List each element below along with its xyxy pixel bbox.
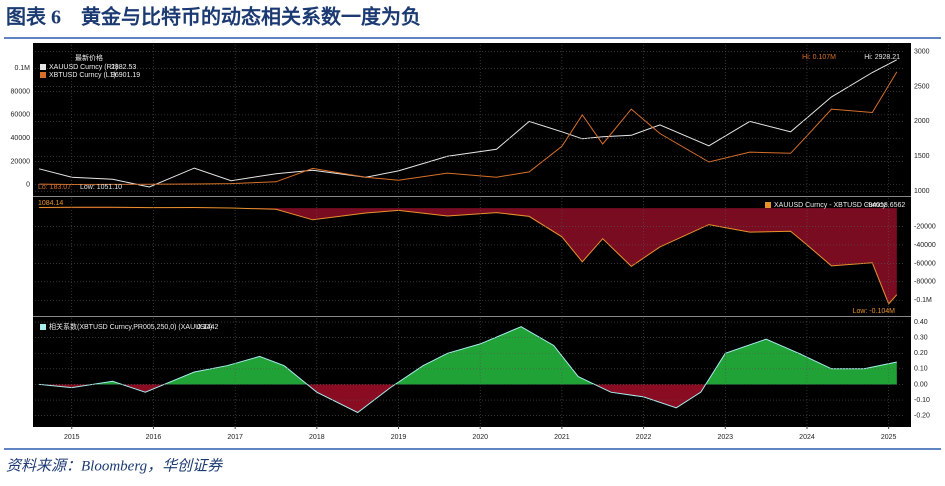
y-tick-label: 0.1M xyxy=(14,65,30,72)
y-tick-label: 80000 xyxy=(11,88,31,95)
area-fill-negative xyxy=(39,384,706,413)
x-tick-label: 2020 xyxy=(472,434,488,441)
y-tick-label: 40000 xyxy=(11,135,31,142)
legend-value: 2882.53 xyxy=(111,64,136,71)
x-tick-label: 2017 xyxy=(227,434,243,441)
legend-label: XBTUSD Curncy (L1) xyxy=(49,72,116,79)
x-tick-label: 2021 xyxy=(554,434,570,441)
x-tick-label: 2015 xyxy=(64,434,80,441)
x-tick-label: 2018 xyxy=(309,434,325,441)
y-tick-label: 0.20 xyxy=(914,350,928,357)
panel xyxy=(39,326,897,414)
y-tick-label: 1500 xyxy=(914,153,930,160)
series-line xyxy=(39,71,898,186)
y-tick-label: -40000 xyxy=(914,242,936,249)
area-fill xyxy=(39,207,897,304)
y-tick-label: -0.1M xyxy=(914,297,932,304)
page-title: 图表 6 黄金与比特币的动态相关系数一度为负 xyxy=(6,5,421,29)
x-tick-label: 2025 xyxy=(881,434,897,441)
legend-label: XAUUSD Curncy (R1) xyxy=(49,64,118,71)
x-tick-label: 2022 xyxy=(636,434,652,441)
y-tick-label: 0.00 xyxy=(914,381,928,388)
source-note: 资料来源：Bloomberg，华创证券 xyxy=(6,457,223,474)
y-tick-label: -20000 xyxy=(914,223,936,230)
y-tick-label: -0.20 xyxy=(914,412,930,419)
series-line xyxy=(38,59,898,188)
legend-value: -94018.6562 xyxy=(866,202,905,209)
y-tick-label: -0.10 xyxy=(914,397,930,404)
legend-value: 96901.19 xyxy=(111,72,140,79)
legend-label: XAUUSD Curncy - XBTUSD Curncy xyxy=(774,202,887,209)
y-tick-label: 3000 xyxy=(914,48,930,55)
y-tick-label: 1000 xyxy=(914,188,930,195)
x-tick-label: 2019 xyxy=(391,434,407,441)
series-line xyxy=(39,326,897,414)
x-tick-label: 2016 xyxy=(146,434,162,441)
legend-swatch xyxy=(40,64,46,70)
annotation: Lo: 183.07 xyxy=(38,184,71,191)
legend-value: 0.1442 xyxy=(197,324,219,331)
annotation: Low: -0.104M xyxy=(853,308,896,315)
y-tick-label: 2500 xyxy=(914,83,930,90)
y-tick-label: 0.40 xyxy=(914,319,928,326)
y-tick-label: -60000 xyxy=(914,260,936,267)
y-tick-label: 0 xyxy=(26,182,30,189)
legend-title: 最新价格 xyxy=(75,53,103,62)
y-tick-label: -80000 xyxy=(914,279,936,286)
y-tick-label: 0.30 xyxy=(914,334,928,341)
legend-swatch xyxy=(765,202,771,208)
y-tick-label: 0.10 xyxy=(914,366,928,373)
x-tick-label: 2024 xyxy=(799,434,815,441)
annotation: Hi: 0.107M xyxy=(802,54,836,61)
annotation: Hi: 2928.21 xyxy=(864,54,900,61)
legend-swatch xyxy=(40,72,46,78)
x-tick-label: 2023 xyxy=(717,434,733,441)
annotation: Low: 1051.10 xyxy=(80,184,122,191)
y-tick-label: 20000 xyxy=(11,158,31,165)
y-tick-label: 60000 xyxy=(11,112,31,119)
annotation: 1084.14 xyxy=(38,200,63,207)
panel xyxy=(38,59,898,188)
legend-label: 相关系数(XBTUSD Curncy,PR005,250,0) (XAUUSD) xyxy=(49,322,212,331)
area-fill-positive xyxy=(39,326,897,385)
y-tick-label: 2000 xyxy=(914,118,930,125)
legend-swatch xyxy=(40,324,46,330)
